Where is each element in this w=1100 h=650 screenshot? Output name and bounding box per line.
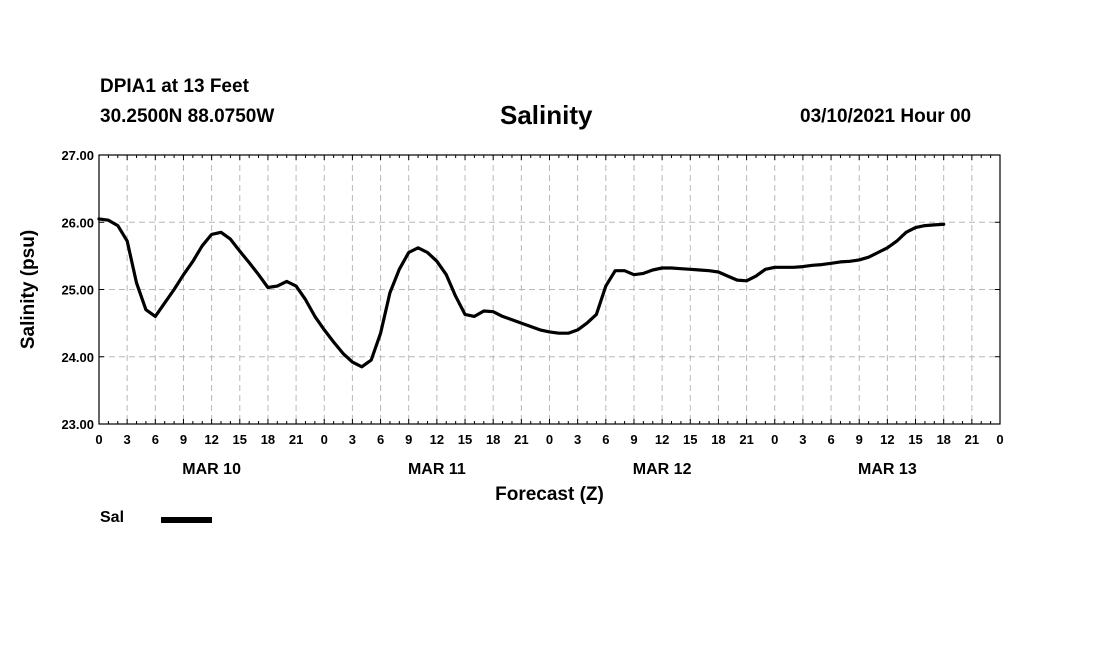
station-label: DPIA1 at 13 Feet xyxy=(100,76,249,97)
x-tick-label: 6 xyxy=(152,432,159,447)
x-tick-label: 15 xyxy=(908,432,922,447)
x-tick-label: 0 xyxy=(95,432,102,447)
series-line-sal xyxy=(97,217,946,369)
x-tick-label: 18 xyxy=(711,432,725,447)
series-layer xyxy=(97,217,946,369)
x-tick-label: 15 xyxy=(683,432,697,447)
y-tick-label: 24.00 xyxy=(61,350,94,365)
forecast-date-label: 03/10/2021 Hour 00 xyxy=(800,106,972,127)
grid-layer xyxy=(99,155,1000,424)
day-label: MAR 12 xyxy=(633,461,692,478)
y-tick-label: 23.00 xyxy=(61,417,94,432)
tick-layer xyxy=(98,154,1001,425)
x-tick-label: 12 xyxy=(204,432,218,447)
y-axis-title: Salinity (psu) xyxy=(18,230,39,349)
chart-title: Salinity xyxy=(500,100,593,130)
x-tick-label: 15 xyxy=(458,432,472,447)
y-tick-label: 27.00 xyxy=(61,148,94,163)
x-tick-label: 0 xyxy=(996,432,1003,447)
x-tick-label: 12 xyxy=(880,432,894,447)
x-tick-label: 0 xyxy=(546,432,553,447)
axis-label-layer: 0 3 6 9 12 15 18 21 0 3 6 9 12 15 18 21 0 3 6 9 12 15 18 21 0 3 6 9… xyxy=(61,148,1003,478)
legend-line-swatch xyxy=(161,517,212,523)
x-tick-label: 21 xyxy=(289,432,303,447)
coordinates-label: 30.2500N 88.0750W xyxy=(100,106,275,127)
day-label: MAR 10 xyxy=(182,461,241,478)
x-tick-label: 9 xyxy=(180,432,187,447)
y-tick-label: 25.00 xyxy=(61,283,94,298)
x-tick-label: 0 xyxy=(771,432,778,447)
x-tick-label: 3 xyxy=(574,432,581,447)
x-tick-label: 21 xyxy=(739,432,753,447)
x-tick-label: 3 xyxy=(799,432,806,447)
legend-label: Sal xyxy=(100,509,125,526)
x-tick-label: 21 xyxy=(514,432,528,447)
x-tick-label: 9 xyxy=(630,432,637,447)
day-label: MAR 11 xyxy=(408,461,466,478)
x-tick-label: 15 xyxy=(233,432,247,447)
x-tick-label: 6 xyxy=(602,432,609,447)
x-tick-label: 6 xyxy=(827,432,834,447)
x-tick-label: 18 xyxy=(936,432,950,447)
day-label: MAR 13 xyxy=(858,461,917,478)
x-tick-label: 3 xyxy=(349,432,356,447)
y-tick-label: 26.00 xyxy=(61,215,94,230)
x-tick-label: 21 xyxy=(965,432,979,447)
x-tick-label: 0 xyxy=(321,432,328,447)
x-tick-label: 9 xyxy=(405,432,412,447)
x-tick-label: 18 xyxy=(261,432,275,447)
x-tick-label: 3 xyxy=(124,432,131,447)
x-axis-title: Forecast (Z) xyxy=(495,484,604,505)
x-tick-label: 18 xyxy=(486,432,500,447)
x-tick-label: 6 xyxy=(377,432,384,447)
x-tick-label: 9 xyxy=(856,432,863,447)
x-tick-label: 12 xyxy=(655,432,669,447)
x-tick-label: 12 xyxy=(430,432,444,447)
